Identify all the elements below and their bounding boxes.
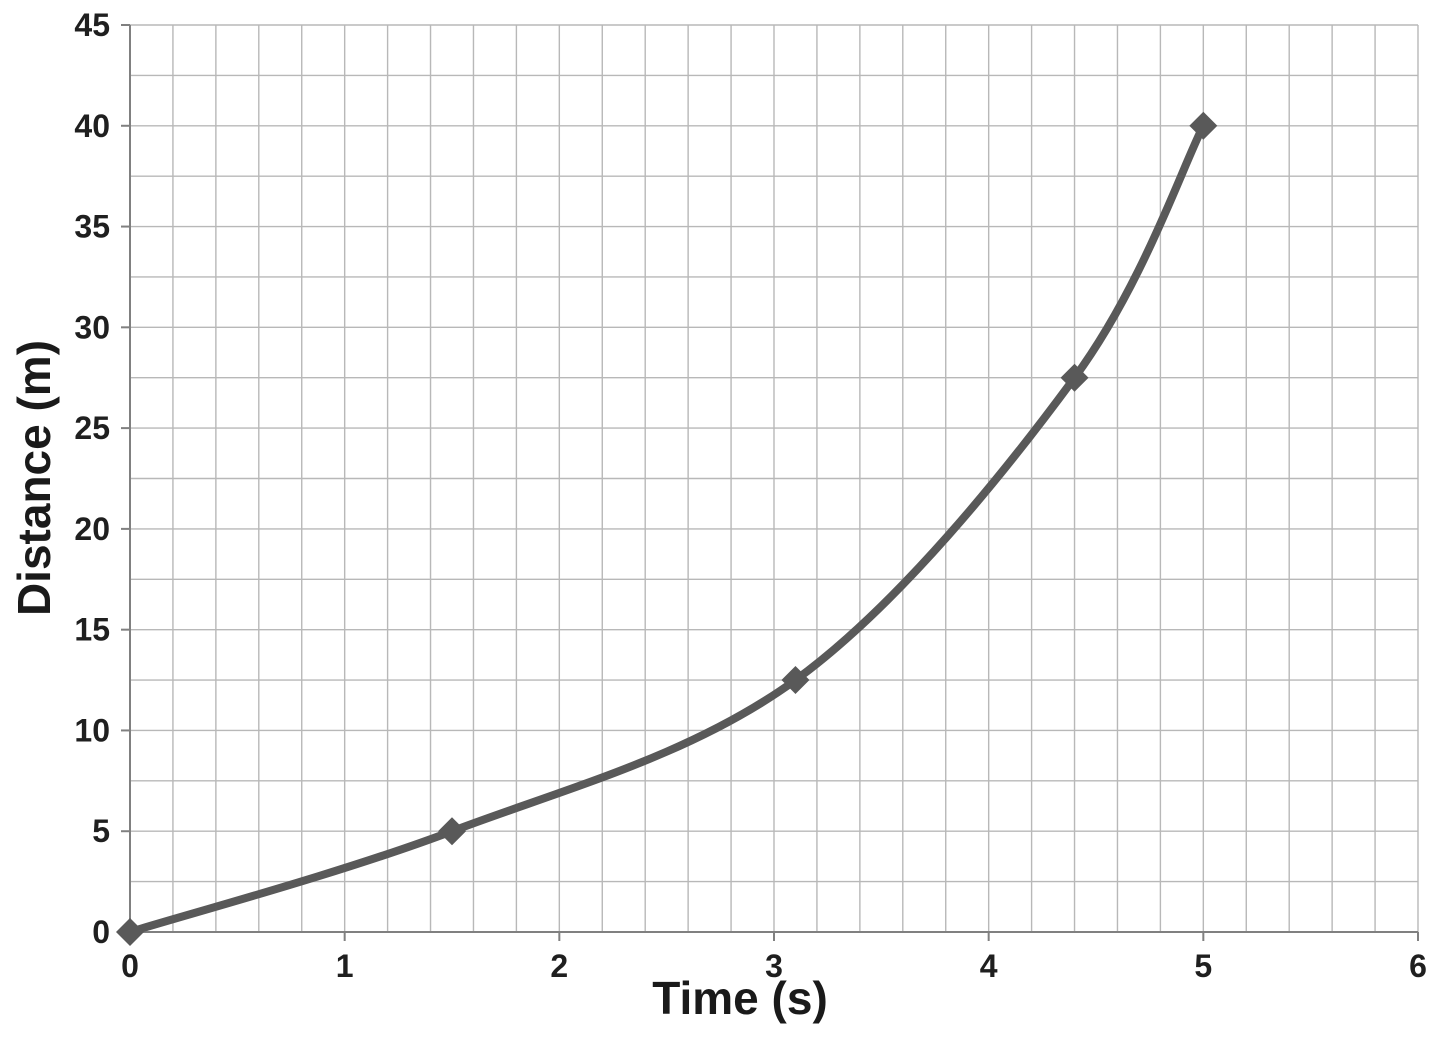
- svg-text:10: 10: [74, 712, 110, 748]
- svg-text:5: 5: [1194, 948, 1212, 984]
- svg-text:30: 30: [74, 309, 110, 345]
- svg-text:15: 15: [74, 612, 110, 648]
- data-point-marker: [438, 817, 466, 846]
- svg-text:2: 2: [550, 948, 568, 984]
- svg-text:0: 0: [121, 948, 139, 984]
- svg-text:45: 45: [74, 7, 110, 43]
- data-point-marker: [1189, 111, 1218, 140]
- data-point-markers: [116, 111, 1218, 946]
- tick-marks: [121, 24, 1419, 941]
- svg-text:5: 5: [92, 813, 110, 849]
- x-axis-title: Time (s): [652, 972, 828, 1024]
- data-point-marker: [1060, 363, 1089, 392]
- svg-text:20: 20: [74, 511, 110, 547]
- y-tick-labels: 0 5 10 15 20 25 30 35 40 45: [74, 7, 110, 950]
- data-point-marker: [781, 666, 810, 695]
- data-point-marker: [116, 918, 144, 946]
- svg-text:1: 1: [336, 948, 354, 984]
- y-axis-title: Distance (m): [8, 339, 60, 617]
- x-tick-labels: 0 1 2 3 4 5 6: [121, 948, 1427, 984]
- svg-text:4: 4: [980, 948, 998, 984]
- svg-text:6: 6: [1409, 948, 1427, 984]
- svg-text:3: 3: [765, 948, 783, 984]
- svg-text:25: 25: [74, 410, 110, 446]
- svg-text:35: 35: [74, 209, 110, 245]
- svg-text:0: 0: [92, 914, 110, 950]
- horizontal-gridlines: [130, 24, 1418, 933]
- svg-text:40: 40: [74, 108, 110, 144]
